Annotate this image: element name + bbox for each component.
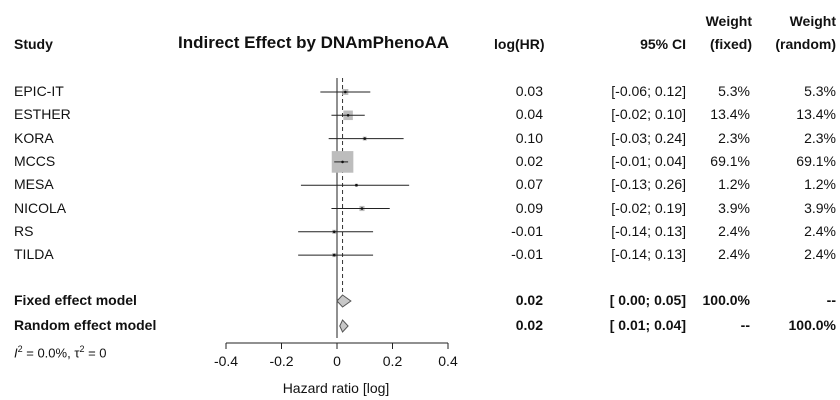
weight-random-value: -- [826,292,836,308]
study-name: ESTHER [14,106,71,123]
weight-fixed-value: 1.2% [718,176,750,193]
weight-random-value: 2.3% [804,129,836,146]
ci-value: [-0.13; 0.26] [611,176,686,193]
ci-value: [ 0.01; 0.04] [609,317,686,333]
estimate-value: 0.07 [515,176,543,193]
weight-random-value: 13.4% [796,106,836,123]
x-tick-label: 0 [333,353,341,369]
x-tick-label: 0.4 [438,353,458,369]
header-weight-random-1: Weight [789,13,836,29]
study-name: NICOLA [14,199,67,216]
x-tick-label: -0.4 [214,353,238,369]
ci-value: [-0.02; 0.10] [611,106,686,123]
study-name: EPIC-IT [14,83,64,99]
header-study: Study [14,36,53,52]
weight-fixed-value: -- [740,317,750,333]
weight-fixed-value: 13.4% [710,106,750,123]
estimate-value: 0.02 [515,292,543,308]
fixed-effect-diamond [336,294,352,308]
ci-value: [ 0.00; 0.05] [609,292,686,308]
estimate-value: 0.03 [515,83,543,99]
x-tick-label: 0.2 [383,353,403,369]
estimate-value: 0.09 [515,199,543,216]
study-name: Random effect model [14,317,157,333]
ci-value: [-0.03; 0.24] [611,129,686,146]
estimate-value: 0.02 [515,152,543,169]
header-weight-fixed-1: Weight [705,13,752,29]
study-name: Fixed effect model [14,292,137,308]
study-name: RS [14,222,34,239]
tau2-value: = 0 [84,345,107,361]
weight-fixed-value: 3.9% [718,199,750,216]
header-ci: 95% CI [640,36,686,52]
estimate-value: -0.01 [511,246,543,263]
weight-fixed-value: 69.1% [710,152,750,169]
weight-random-value: 69.1% [796,152,836,169]
estimate-value: -0.01 [511,222,543,239]
weight-random-value: 5.3% [804,83,836,99]
weight-random-value: 2.4% [804,246,836,263]
header-weight-random-2: (random) [775,36,836,52]
x-tick-label: -0.2 [269,353,293,369]
header-estimate: log(HR) [494,36,545,52]
estimate-value: 0.10 [515,129,543,146]
weight-fixed-value: 2.3% [718,129,750,146]
study-point [363,137,367,140]
heterogeneity-stats: I2 = 0.0%, τ2 = 0 [14,344,107,361]
ci-value: [-0.14; 0.13] [611,222,686,239]
weight-random-value: 3.9% [804,199,836,216]
weight-fixed-value: 2.4% [718,222,750,239]
weight-fixed-value: 2.4% [718,246,750,263]
ci-value: [-0.14; 0.13] [611,246,686,263]
x-axis-label: Hazard ratio [log] [282,380,390,396]
study-point [332,253,336,257]
chart-title: Indirect Effect by DNAmPhenoAA [178,33,450,52]
random-effect-diamond [339,319,349,333]
weight-fixed-value: 100.0% [702,292,750,308]
study-point [332,230,336,234]
study-name: KORA [14,129,54,146]
study-point [344,90,347,94]
study-name: TILDA [14,246,54,263]
estimate-value: 0.04 [515,106,543,123]
study-point [341,160,344,164]
study-name: MCCS [14,152,56,169]
weight-fixed-value: 5.3% [718,83,750,99]
study-name: MESA [14,176,54,193]
estimate-value: 0.02 [515,317,543,333]
weight-random-value: 2.4% [804,222,836,239]
weight-random-value: 1.2% [804,176,836,193]
ci-value: [-0.06; 0.12] [611,83,686,99]
ci-value: [-0.02; 0.19] [611,199,686,216]
header-weight-fixed-2: (fixed) [710,36,752,52]
weight-random-value: 100.0% [788,317,836,333]
study-point [355,183,358,187]
study-point [346,114,350,117]
study-point [360,207,364,210]
ci-value: [-0.01; 0.04] [611,152,686,169]
i2-value: = 0.0%, [22,345,75,361]
